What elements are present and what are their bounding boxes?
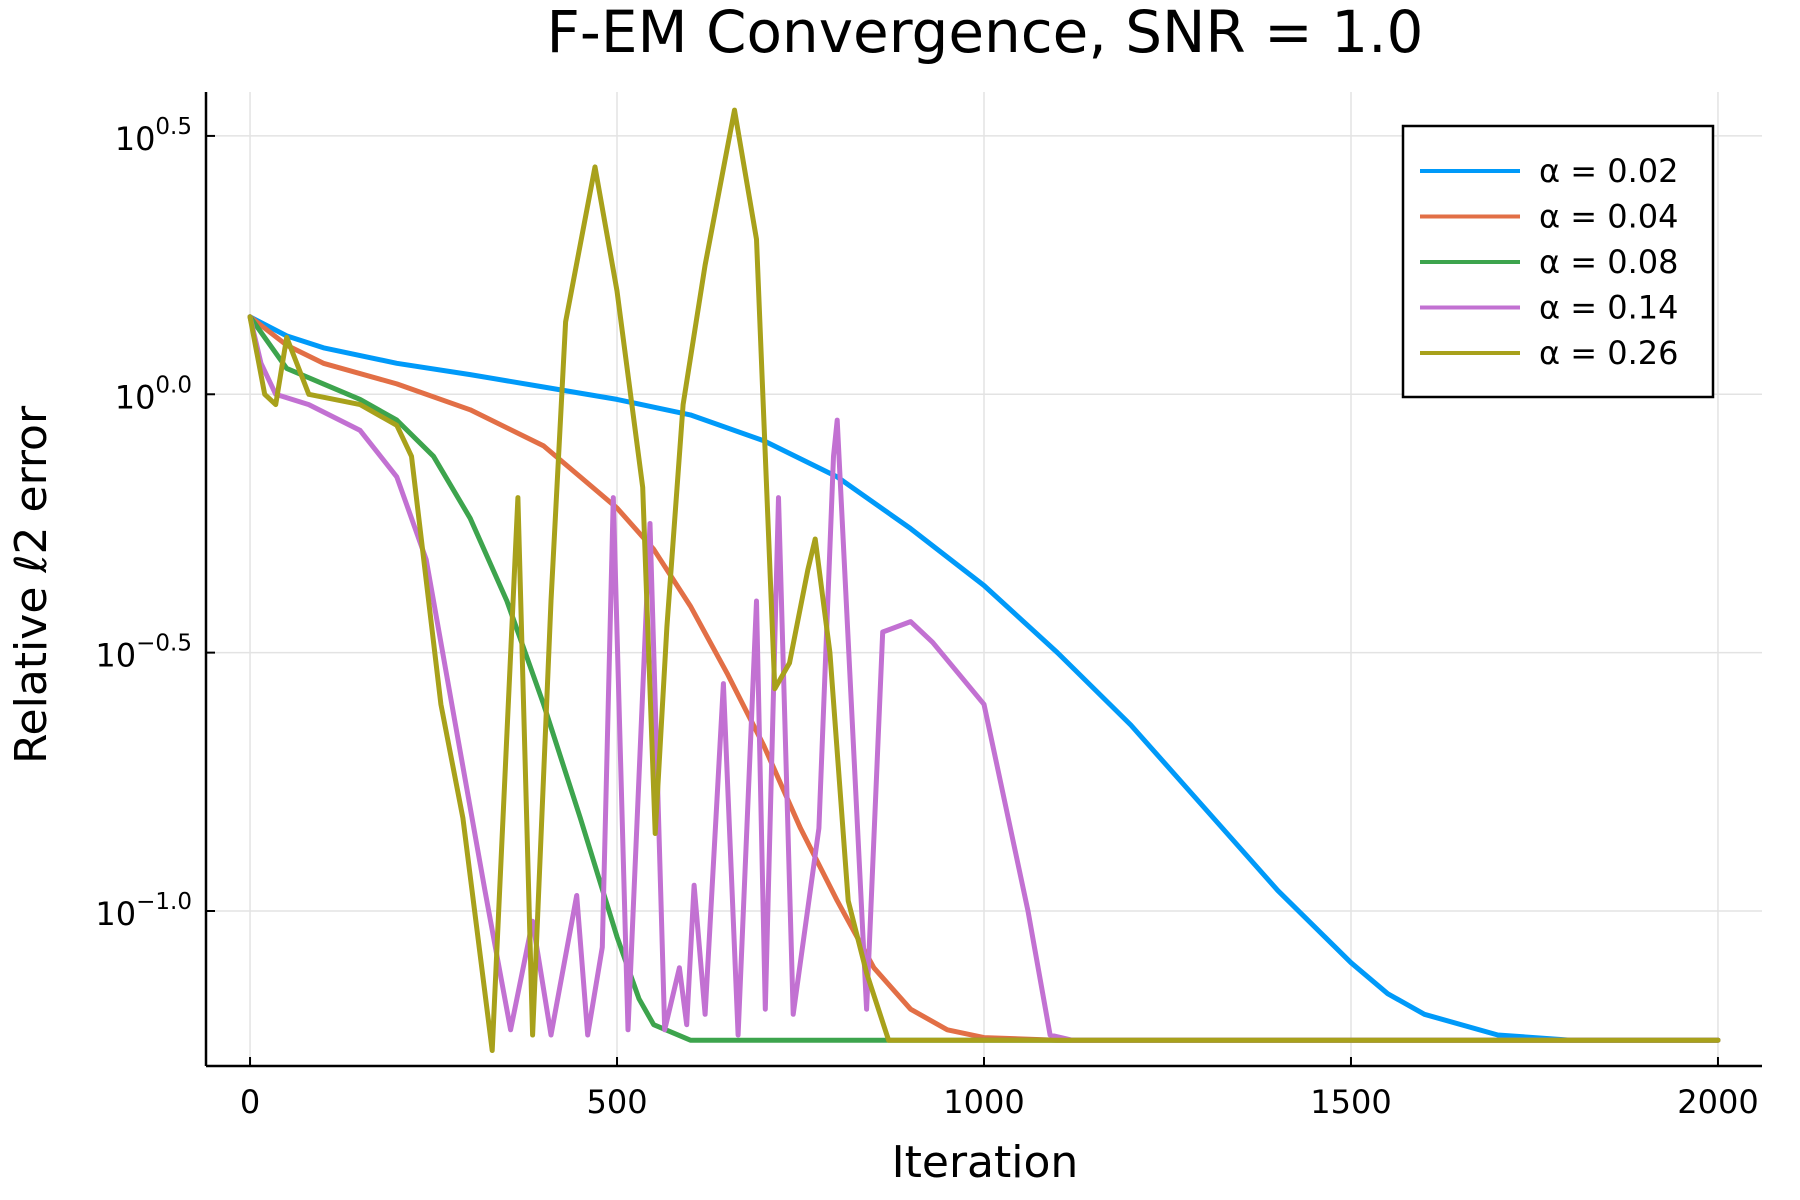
legend-label: α = 0.26 <box>1539 334 1679 372</box>
x-tick-label: 2000 <box>1677 1083 1758 1121</box>
legend-label: α = 0.04 <box>1539 198 1679 236</box>
y-tick-exponent: −1.0 <box>136 889 192 915</box>
series-line-4 <box>247 314 1721 1043</box>
y-tick-exponent: 0.0 <box>155 372 192 398</box>
y-tick-base: 10 <box>115 120 156 158</box>
y-tick-label: 100.5 <box>115 114 192 158</box>
y-tick-base: 10 <box>95 637 136 675</box>
legend: α = 0.02 α = 0.04 α = 0.08 α = 0.14 α = 0.26 <box>1401 124 1715 399</box>
x-axis-label: Iteration <box>892 1137 1079 1188</box>
y-tick-label: 10−0.5 <box>95 631 192 675</box>
y-tick-exponent: −0.5 <box>136 631 192 657</box>
legend-label: α = 0.08 <box>1539 243 1679 281</box>
legend-label: α = 0.02 <box>1539 152 1679 190</box>
legend-label: α = 0.14 <box>1539 289 1679 327</box>
x-tick-label: 1500 <box>1310 1083 1391 1121</box>
series-lines <box>247 107 1721 1053</box>
x-tick-label: 1000 <box>943 1083 1024 1121</box>
y-tick-base: 10 <box>95 895 136 933</box>
y-axis-label: Relative ℓ2 error <box>6 405 57 764</box>
y-tick-label: 100.0 <box>115 372 192 416</box>
y-tick-base: 10 <box>115 378 156 416</box>
y-tick-label: 10−1.0 <box>95 889 192 933</box>
y-tick-exponent: 0.5 <box>155 114 192 140</box>
chart-title: F-EM Convergence, SNR = 1.0 <box>547 0 1424 66</box>
series-line-5 <box>247 107 1721 1053</box>
x-tick-label: 0 <box>240 1083 260 1121</box>
x-tick-label: 500 <box>586 1083 647 1121</box>
series-line-1 <box>247 314 1721 1043</box>
x-ticks: 0 500 1000 1500 2000 <box>240 1057 1759 1121</box>
